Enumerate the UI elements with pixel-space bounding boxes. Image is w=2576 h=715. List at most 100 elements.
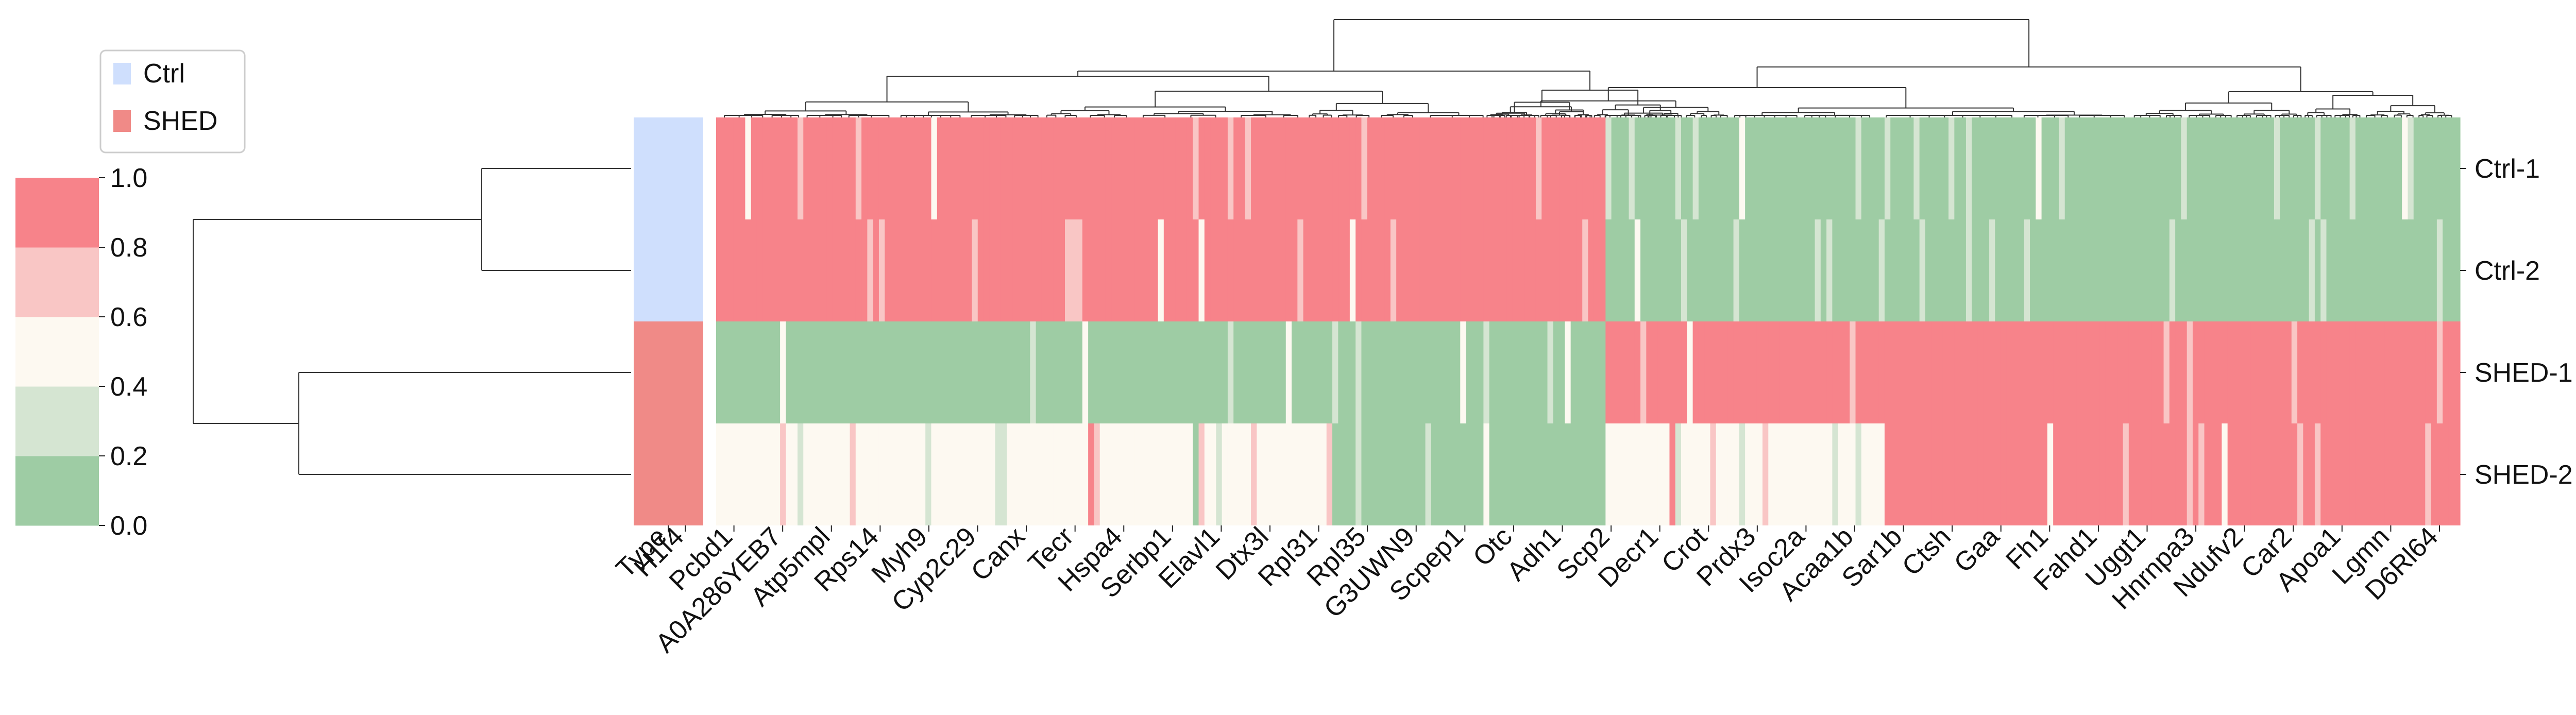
heatmap-cell (1280, 117, 1286, 219)
heatmap-cell (2436, 321, 2443, 423)
heatmap-cell (768, 117, 775, 219)
heatmap-cell (1716, 321, 1722, 423)
heatmap-cell (762, 219, 769, 321)
heatmap-cell (1878, 321, 1885, 423)
heatmap-cell (2297, 117, 2303, 219)
heatmap-cell (1588, 219, 1595, 321)
heatmap-cell (2436, 423, 2443, 525)
heatmap-cell (2059, 423, 2065, 525)
heatmap-cell (1320, 117, 1327, 219)
heatmap-cell (716, 423, 722, 525)
heatmap-cell (960, 423, 967, 525)
heatmap-cell (867, 117, 874, 219)
heatmap-cell (1065, 117, 1071, 219)
heatmap-cell (937, 423, 943, 525)
heatmap-cell (1559, 423, 1565, 525)
heatmap-cell (1896, 423, 1903, 525)
heatmap-cell (2320, 423, 2327, 525)
heatmap-cell (1977, 117, 1984, 219)
heatmap-cell (1803, 321, 1809, 423)
heatmap-cell (1257, 219, 1263, 321)
heatmap-cell (2274, 117, 2280, 219)
heatmap-cell (1158, 219, 1164, 321)
heatmap-cell (2059, 321, 2065, 423)
heatmap-cell (815, 219, 821, 321)
heatmap-cell (1623, 423, 1630, 525)
heatmap-cell (1111, 321, 1118, 423)
heatmap-cell (2082, 423, 2089, 525)
heatmap-cell (960, 117, 967, 219)
heatmap-cell (2419, 321, 2426, 423)
heatmap-cell (1553, 219, 1560, 321)
heatmap-cell (1675, 321, 1682, 423)
heatmap-cell (2001, 117, 2007, 219)
heatmap-cell (1570, 423, 1577, 525)
heatmap-cell (1791, 321, 1798, 423)
heatmap-cell (2216, 219, 2222, 321)
heatmap-cell (1762, 423, 1769, 525)
heatmap-cell (2332, 423, 2338, 525)
heatmap-cell (1309, 219, 1315, 321)
heatmap-cell (2169, 219, 2176, 321)
heatmap-cell (2198, 219, 2205, 321)
heatmap-cell (1193, 117, 1199, 219)
heatmap-cell (1524, 219, 1531, 321)
heatmap-cell (1170, 117, 1176, 219)
heatmap-cell (1646, 321, 1653, 423)
heatmap-cell (2250, 321, 2257, 423)
heatmap-cell (2071, 321, 2077, 423)
heatmap-cell (2349, 321, 2356, 423)
heatmap-cell (2303, 117, 2310, 219)
heatmap-cell (1983, 219, 1990, 321)
heatmap-cell (850, 423, 856, 525)
heatmap-cell (1367, 117, 1374, 219)
heatmap-cell (1582, 219, 1589, 321)
heatmap-cell (1466, 321, 1472, 423)
heatmap-cell (809, 219, 816, 321)
heatmap-cell (2239, 321, 2246, 423)
heatmap-cell (2379, 423, 2385, 525)
heatmap-cell (1623, 219, 1630, 321)
heatmap-cell (2262, 321, 2269, 423)
heatmap-cell (1762, 321, 1769, 423)
type-annotation-strip (634, 117, 703, 525)
column-label: Ctsh (1896, 521, 1957, 582)
colorbar-segment (15, 317, 99, 387)
heatmap-cell (2332, 117, 2338, 219)
heatmap-cell (2134, 321, 2141, 423)
heatmap-cell (1326, 219, 1333, 321)
heatmap-cell (1390, 321, 1397, 423)
heatmap-cell (1483, 219, 1490, 321)
heatmap-cell (885, 321, 891, 423)
heatmap-cell (1960, 423, 1967, 525)
heatmap-cell (2436, 219, 2443, 321)
heatmap-cell (1204, 219, 1211, 321)
heatmap-cell (937, 219, 943, 321)
heatmap-cell (1826, 423, 1833, 525)
heatmap-cell (1204, 423, 1211, 525)
heatmap-cell (2181, 117, 2188, 219)
heatmap-cell (2355, 423, 2362, 525)
heatmap-cell (1687, 423, 1693, 525)
heatmap-cell (1890, 423, 1897, 525)
heatmap-cell (913, 219, 920, 321)
heatmap-cell (2285, 321, 2292, 423)
colorbar-tick-label: 0.0 (110, 511, 147, 541)
heatmap-cell (2041, 117, 2048, 219)
heatmap-cell (826, 219, 833, 321)
heatmap-cell (1390, 219, 1397, 321)
heatmap-cell (1506, 219, 1513, 321)
heatmap-cell (768, 321, 775, 423)
heatmap-cell (1216, 117, 1223, 219)
heatmap-cell (1303, 423, 1310, 525)
heatmap-cell (1285, 117, 1292, 219)
heatmap-cell (762, 321, 769, 423)
heatmap-cell (727, 423, 734, 525)
heatmap-cell (2094, 219, 2100, 321)
heatmap-cell (791, 219, 798, 321)
heatmap-cell (1512, 117, 1519, 219)
heatmap-cell (1053, 321, 1060, 423)
heatmap-cell (1059, 321, 1065, 423)
heatmap-cell (1280, 219, 1286, 321)
heatmap-cell (733, 219, 740, 321)
